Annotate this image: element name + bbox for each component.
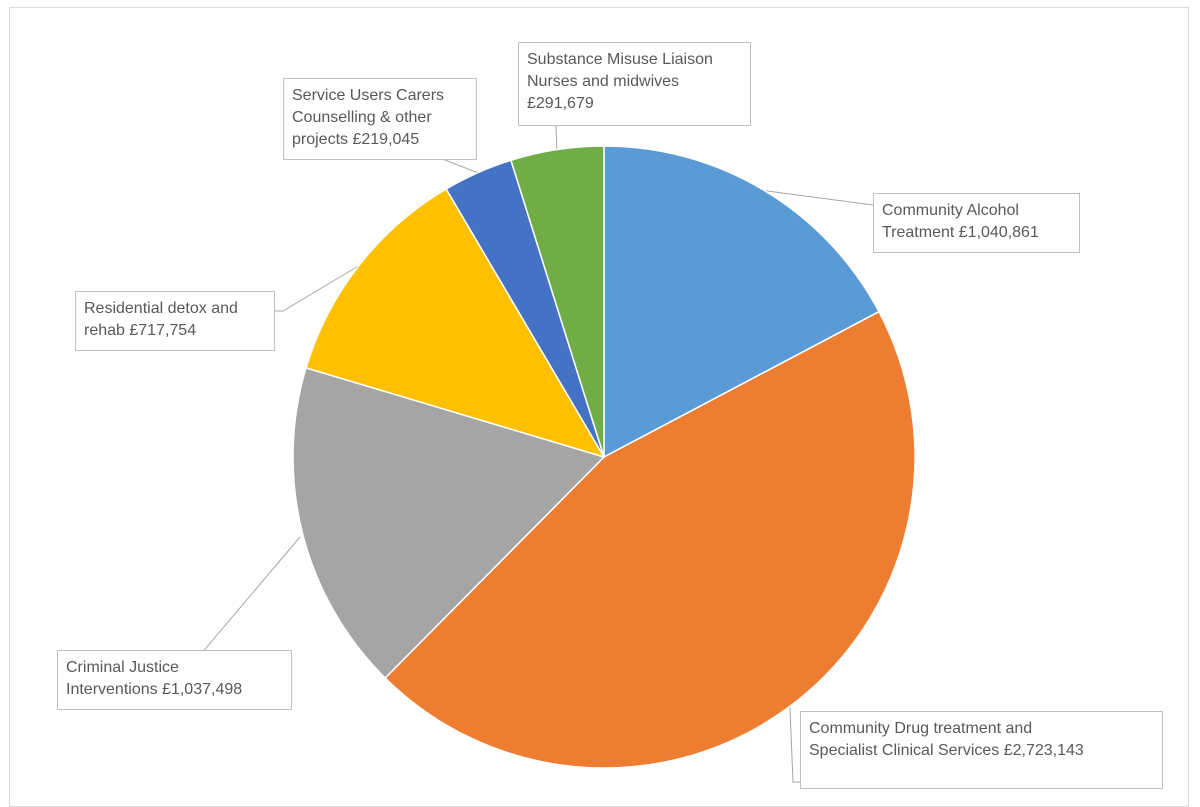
data-label-service-users: Service Users Carers Counselling & other… <box>283 78 477 160</box>
leader-residential-detox <box>275 264 361 312</box>
slice-criminal-justice <box>292 366 606 680</box>
leader-service-users <box>439 157 478 174</box>
data-label-substance-misuse: Substance Misuse Liaison Nurses and midw… <box>518 42 751 126</box>
data-label-community-drug: Community Drug treatment and Specialist … <box>800 711 1163 789</box>
leader-substance-misuse <box>555 125 558 150</box>
pie-chart <box>193 125 916 783</box>
slice-substance-misuse <box>509 145 605 458</box>
slice-community-alcohol <box>603 145 880 459</box>
data-label-criminal-justice: Criminal Justice Interventions £1,037,49… <box>57 650 292 710</box>
slice-residential-detox <box>305 187 606 459</box>
leader-criminal-justice <box>193 536 301 662</box>
data-label-residential-detox: Residential detox and rehab £717,754 <box>75 291 275 351</box>
slice-community-drug <box>384 310 916 769</box>
chart-canvas: Community Alcohol Treatment £1,040,861 C… <box>9 7 1189 807</box>
leader-community-alcohol <box>764 190 874 206</box>
pie-slices <box>292 145 916 769</box>
data-label-community-alcohol: Community Alcohol Treatment £1,040,861 <box>873 193 1080 253</box>
